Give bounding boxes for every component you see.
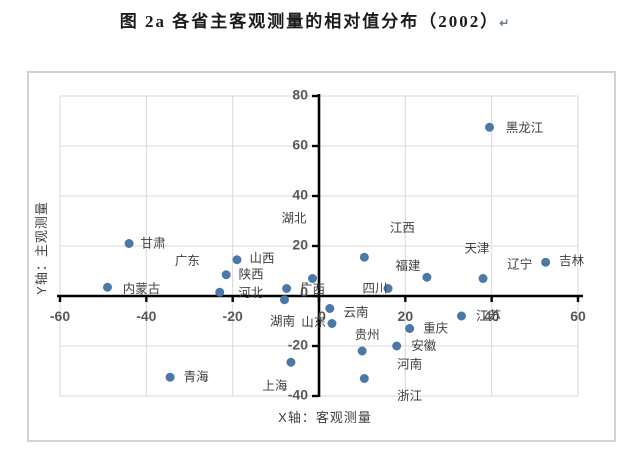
y-tick-label: 80 <box>292 87 308 103</box>
x-tick-label: -20 <box>223 308 243 324</box>
data-point <box>359 252 369 262</box>
x-tick-label: 60 <box>570 308 586 324</box>
point-label: 云南 <box>343 304 368 319</box>
point-label: 江西 <box>390 221 415 235</box>
data-point <box>325 304 335 313</box>
floating-label: 辽宁 <box>507 257 532 272</box>
data-point <box>485 122 495 132</box>
data-point <box>124 239 134 248</box>
point-label: 青海 <box>184 369 210 384</box>
point-label: 上海 <box>262 378 288 393</box>
label-leader-line <box>302 282 309 289</box>
data-point <box>282 284 292 293</box>
data-point <box>327 319 337 328</box>
x-tick-label: -40 <box>136 308 156 324</box>
point-label: 四川 <box>363 281 388 295</box>
chart-frame <box>27 71 616 442</box>
floating-label: 湖北 <box>281 210 307 225</box>
paragraph-return-mark: ↵ <box>499 16 510 30</box>
point-label: 江苏 <box>476 308 501 323</box>
floating-label: 浙江 <box>397 388 422 403</box>
y-tick-label: -20 <box>288 337 308 353</box>
point-label: 湖南 <box>270 314 295 329</box>
y-tick-label: -40 <box>288 387 308 403</box>
point-label: 贵州 <box>355 328 380 342</box>
floating-label: 河南 <box>397 357 422 372</box>
data-point <box>286 357 296 367</box>
data-point <box>165 372 175 382</box>
point-label: 内蒙古 <box>123 281 161 296</box>
y-tick-label: 0 <box>300 284 308 300</box>
y-tick-label: 20 <box>292 237 308 253</box>
point-label: 甘肃 <box>141 236 166 250</box>
data-point <box>279 295 289 305</box>
data-point <box>541 257 551 267</box>
x-tick-label: -60 <box>50 308 70 324</box>
floating-label: 广东 <box>175 254 200 268</box>
x-tick-label: 20 <box>398 308 414 324</box>
x-axis-title: X轴：客观测量 <box>278 410 372 425</box>
data-point <box>405 324 415 333</box>
y-tick-label: 60 <box>292 137 308 153</box>
data-point <box>357 346 367 356</box>
point-label: 山西 <box>249 252 274 266</box>
point-label: 河北 <box>238 286 264 300</box>
data-point <box>392 341 402 351</box>
data-point <box>383 284 393 293</box>
point-label: 广西 <box>300 282 325 296</box>
data-point <box>456 311 466 321</box>
point-label: 吉林 <box>559 254 585 268</box>
data-point <box>102 282 112 292</box>
data-point <box>359 374 369 383</box>
data-point <box>422 272 432 282</box>
point-label: 山东 <box>301 315 326 329</box>
point-label: 福建 <box>395 258 421 273</box>
y-axis-title: Y轴：主观测量 <box>34 201 49 295</box>
x-tick-label: 40 <box>484 308 500 324</box>
point-label: 安徽 <box>411 338 437 353</box>
y-tick-label: 40 <box>292 187 308 203</box>
point-label: 陕西 <box>239 267 264 282</box>
data-point <box>215 287 225 297</box>
x-tick-label: 0 <box>318 308 326 324</box>
data-point <box>232 255 242 265</box>
data-point <box>308 274 318 283</box>
data-point <box>221 270 231 280</box>
figure-title: 图 2a 各省主客观测量的相对值分布（2002）↵ <box>0 7 629 32</box>
point-label: 黑龙江 <box>506 121 544 135</box>
data-point <box>478 274 488 283</box>
point-label: 天津 <box>465 241 490 255</box>
figure-title-text: 图 2a 各省主客观测量的相对值分布（2002） <box>119 12 500 31</box>
point-label: 重庆 <box>423 320 449 335</box>
